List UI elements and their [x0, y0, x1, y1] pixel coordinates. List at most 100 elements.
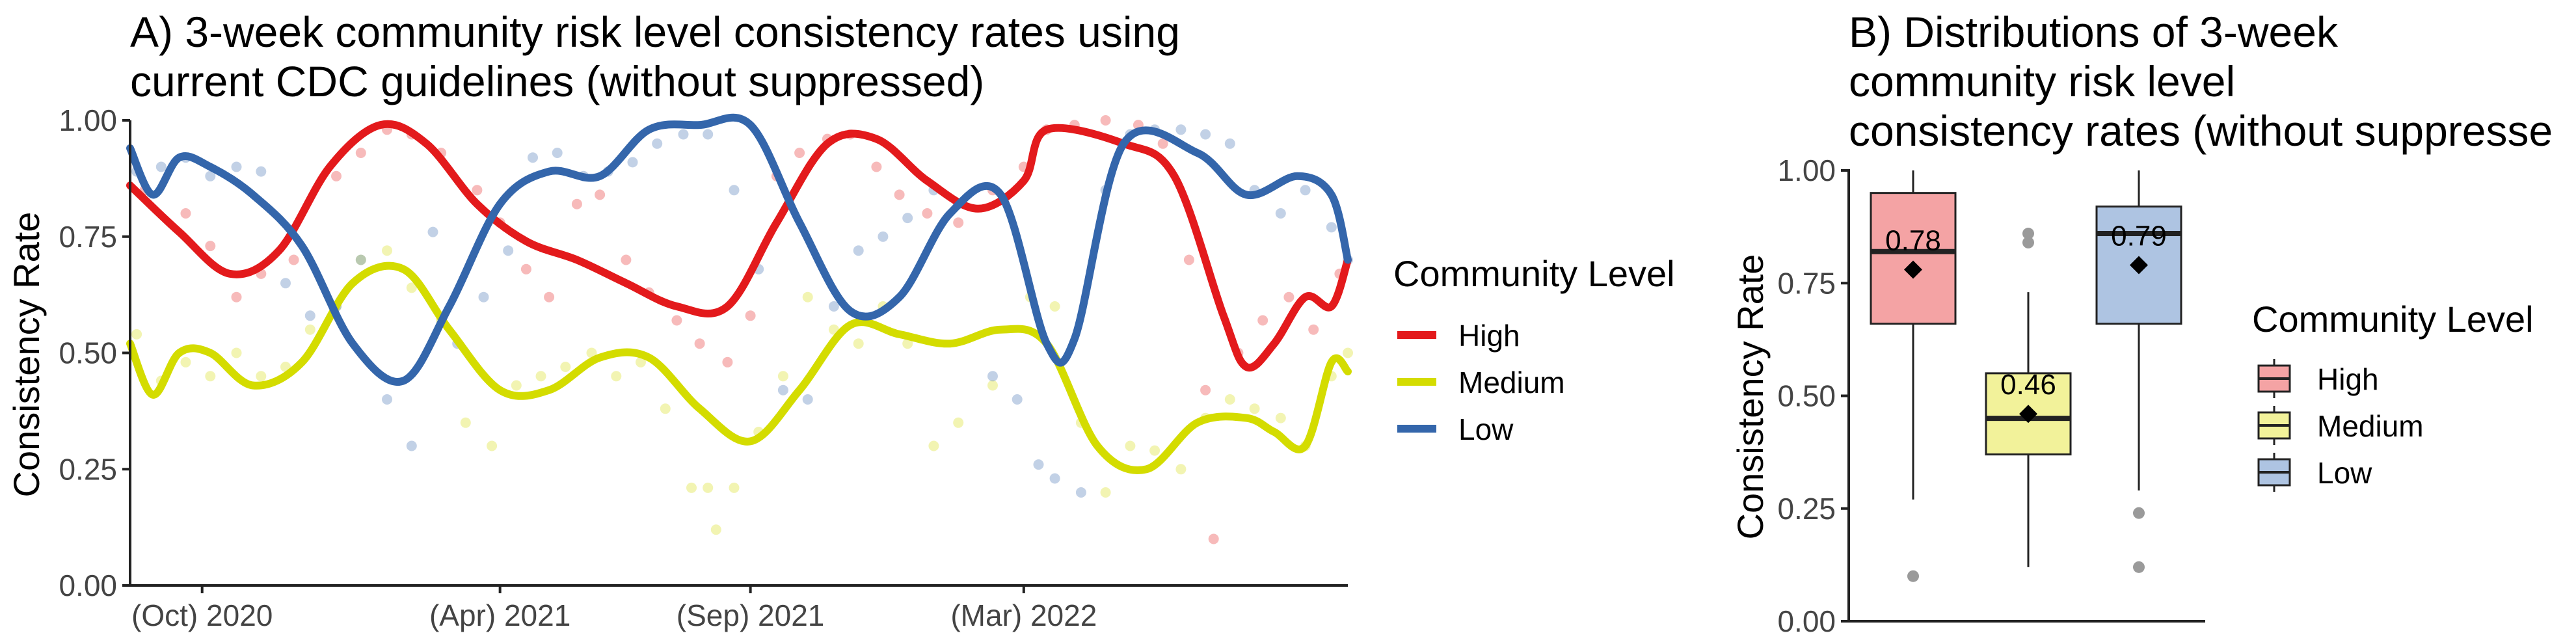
panel-b: B) Distributions of 3-week community ris… — [1730, 8, 2553, 638]
point-medium — [686, 482, 697, 493]
point-medium — [802, 291, 813, 302]
point-high — [694, 338, 705, 349]
point-medium — [987, 380, 998, 391]
point-low — [528, 152, 538, 163]
outlier-low — [2133, 507, 2145, 519]
point-medium — [660, 403, 671, 414]
mean-label-medium: 0.46 — [2000, 369, 2056, 401]
point-high — [621, 254, 632, 265]
point-high — [571, 198, 582, 209]
panel-a-points — [131, 115, 1353, 544]
legend-label-high: High — [1458, 319, 1520, 353]
point-low — [155, 161, 167, 172]
panel-a-legend: Community Level High Medium Low — [1393, 253, 1675, 446]
point-high — [871, 161, 882, 172]
point-high — [180, 208, 191, 219]
point-high — [722, 356, 733, 368]
point-low — [1075, 487, 1086, 498]
point-medium — [1049, 301, 1060, 312]
panel-a-title-line-2: current CDC guidelines (without suppress… — [130, 57, 984, 105]
panel-a-y-label: Consistency Rate — [6, 212, 47, 498]
point-medium — [928, 440, 939, 451]
point-medium — [256, 371, 267, 382]
point-high — [794, 148, 805, 158]
mean-marker-medium — [2019, 405, 2037, 423]
point-medium — [953, 417, 964, 428]
point-medium — [231, 347, 242, 358]
point-high — [595, 189, 606, 200]
point-high — [355, 148, 366, 158]
point-high — [1100, 115, 1111, 126]
point-medium — [853, 338, 864, 349]
legend-label-medium: Medium — [1458, 366, 1565, 399]
point-low — [1049, 473, 1060, 484]
point-medium — [586, 347, 597, 358]
point-medium — [304, 324, 315, 335]
panel-b-y-label: Consistency Rate — [1730, 254, 1771, 540]
point-medium — [902, 338, 913, 349]
point-low — [1012, 394, 1023, 405]
panel-a-x-ticks: (Oct) 2020 (Apr) 2021 (Sep) 2021 (Mar) 2022 — [131, 585, 1097, 632]
point-high — [1308, 324, 1319, 335]
panel-a-legend-items: High Medium Low — [1397, 319, 1565, 446]
mean-label-low: 0.79 — [2111, 221, 2167, 252]
point-low — [406, 440, 417, 451]
point-medium — [535, 371, 546, 382]
point-low — [382, 394, 392, 405]
smooth-line-low — [126, 113, 1352, 386]
point-medium — [382, 245, 392, 256]
panel-b-y-ticks: 0.00 0.25 0.50 0.75 1.00 — [1777, 154, 1849, 638]
outlier-high — [1907, 570, 1919, 582]
outlier-low — [2133, 561, 2145, 573]
mean-marker-low — [2130, 256, 2148, 275]
point-high — [1183, 254, 1194, 265]
legend-label-high: High — [2317, 362, 2379, 396]
point-high — [1157, 138, 1168, 149]
point-high — [953, 217, 964, 228]
point-medium — [1343, 347, 1353, 358]
point-medium — [729, 482, 740, 493]
point-high — [231, 291, 242, 302]
point-medium — [487, 440, 498, 451]
point-low — [729, 185, 740, 196]
point-high — [205, 241, 216, 252]
point-low — [902, 213, 913, 224]
panel-b-legend-title: Community Level — [2252, 299, 2534, 340]
point-medium — [180, 356, 191, 368]
point-high — [1208, 533, 1219, 544]
y-tick-label: 0.25 — [1777, 492, 1836, 526]
point-high — [1283, 291, 1295, 302]
y-tick-label: 1.00 — [1777, 154, 1836, 187]
y-tick-label: 1.00 — [59, 103, 117, 137]
point-medium — [406, 282, 417, 293]
mean-label-high: 0.78 — [1885, 224, 1941, 256]
panel-a-smooth-lines — [126, 113, 1352, 474]
point-high — [520, 263, 531, 275]
outlier-medium — [2022, 228, 2034, 240]
x-tick-label: (Apr) 2021 — [429, 598, 570, 632]
box-high — [1870, 192, 1957, 325]
point-low — [1275, 208, 1286, 219]
point-medium — [1175, 464, 1187, 475]
point-high — [331, 170, 342, 181]
point-high — [472, 185, 483, 196]
smooth-line-high — [126, 120, 1352, 372]
point-medium — [205, 371, 216, 382]
point-low — [304, 310, 315, 321]
point-medium — [1275, 412, 1286, 423]
point-medium — [611, 371, 622, 382]
smooth-line-medium — [126, 262, 1352, 474]
point-low — [1326, 222, 1337, 233]
point-low — [280, 278, 291, 289]
x-tick-label: (Oct) 2020 — [131, 598, 273, 632]
point-low — [205, 170, 216, 181]
panel-b-title-line-2: community risk level — [1849, 57, 2235, 105]
point-low — [828, 301, 839, 312]
y-tick-label: 0.50 — [1777, 379, 1836, 413]
legend-label-medium: Medium — [2317, 409, 2424, 443]
panel-a-legend-title: Community Level — [1393, 253, 1675, 294]
y-tick-label: 0.75 — [1777, 266, 1836, 300]
point-high — [1200, 384, 1211, 396]
y-tick-label: 0.75 — [59, 220, 117, 254]
